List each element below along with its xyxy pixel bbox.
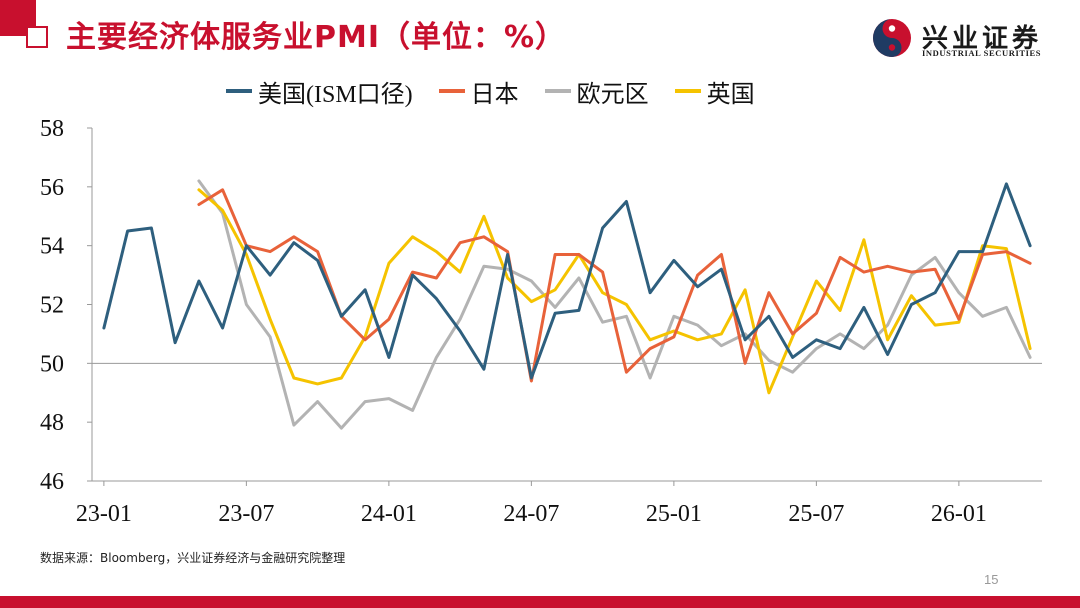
- legend-swatch-japan: [438, 89, 465, 93]
- x-tick-label: 24-07: [503, 501, 559, 527]
- y-tick-label: 52: [40, 293, 64, 319]
- x-tick-label: 25-01: [646, 501, 702, 527]
- y-tick-label: 56: [40, 175, 64, 201]
- legend-swatch-us: [226, 89, 252, 93]
- source-note: 数据来源：Bloomberg，兴业证券经济与金融研究院整理: [40, 551, 346, 565]
- legend-swatch-eurozone: [544, 89, 571, 93]
- page-number: 15: [984, 572, 999, 587]
- chart-legend: 美国(ISM口径) 日本 欧元区 英国: [226, 74, 755, 109]
- y-tick-label: 58: [40, 116, 64, 142]
- legend-label-us: 美国(ISM口径): [258, 81, 413, 108]
- y-tick-label: 46: [40, 469, 64, 495]
- y-tick-label: 50: [40, 351, 64, 377]
- legend-item-japan: 日本: [438, 74, 519, 109]
- logo-subtitle: INDUSTRIAL SECURITIES: [922, 48, 1042, 58]
- bottom-accent-bar: [0, 596, 1080, 608]
- legend-label-japan: 日本: [470, 81, 519, 108]
- corner-box-accent: [26, 26, 48, 48]
- x-tick-label: 23-07: [218, 501, 274, 527]
- x-tick-label: 24-01: [361, 501, 417, 527]
- x-tick-label: 23-01: [76, 501, 132, 527]
- company-logo: 兴业证券 INDUSTRIAL SECURITIES: [872, 18, 1062, 60]
- legend-item-eurozone: 欧元区: [544, 74, 649, 109]
- legend-label-uk: 英国: [706, 81, 755, 108]
- legend-item-us: 美国(ISM口径): [226, 74, 413, 109]
- series-line-uk: [197, 188, 1032, 395]
- series-line-us: [102, 182, 1032, 380]
- industrial-securities-logo-icon: [873, 19, 911, 57]
- legend-swatch-uk: [674, 89, 701, 93]
- x-tick-label: 25-07: [788, 501, 844, 527]
- y-tick-label: 54: [40, 234, 64, 260]
- x-tick-label: 26-01: [931, 501, 987, 527]
- legend-label-eurozone: 欧元区: [576, 81, 649, 108]
- legend-item-uk: 英国: [674, 74, 755, 109]
- y-tick-label: 48: [40, 410, 64, 436]
- logo-name: 兴业证券: [922, 24, 1043, 54]
- page-title: 主要经济体服务业PMI（单位：%）: [66, 20, 567, 55]
- pmi-line-chart: 46 48 50 52 54 56 58 23-01 23-07 24-01 24-07 25-01 2…: [40, 116, 1042, 527]
